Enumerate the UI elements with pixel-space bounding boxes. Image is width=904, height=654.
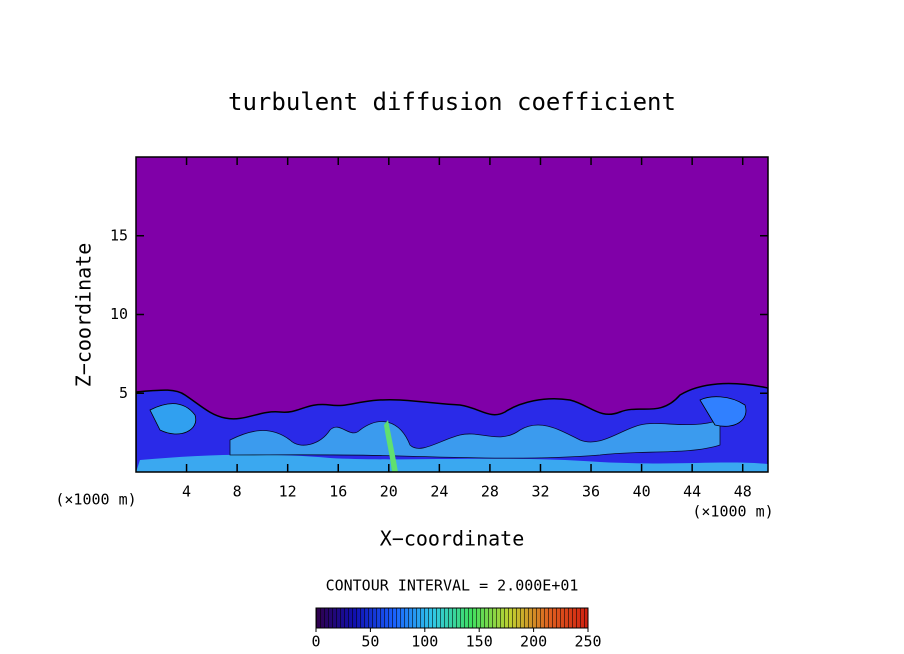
colorbar-tick-label: 100 bbox=[411, 633, 438, 651]
chart-title: turbulent diffusion coefficient bbox=[228, 88, 676, 116]
x-tick-label: 16 bbox=[329, 483, 347, 501]
colorbar-tick-label: 250 bbox=[574, 633, 601, 651]
colorbar-tick-label: 200 bbox=[520, 633, 547, 651]
y-tick-label: 15 bbox=[110, 226, 128, 244]
turbulent-layer bbox=[136, 382, 768, 472]
x-tick-label: 44 bbox=[683, 483, 701, 501]
y-tick-label: 5 bbox=[119, 384, 128, 402]
x-tick-label: 48 bbox=[734, 483, 752, 501]
x-tick-label: 20 bbox=[380, 483, 398, 501]
colorbar-tick-label: 0 bbox=[311, 633, 320, 651]
colorbar-frame bbox=[315, 607, 589, 629]
x-tick-label: 24 bbox=[430, 483, 448, 501]
x-axis-label: X−coordinate bbox=[380, 527, 525, 551]
x-tick-label: 32 bbox=[531, 483, 549, 501]
y-axis-label: Z−coordinate bbox=[72, 243, 96, 388]
x-tick-label: 12 bbox=[279, 483, 297, 501]
x-tick-label: 8 bbox=[233, 483, 242, 501]
x-tick-label: 28 bbox=[481, 483, 499, 501]
contour-interval: CONTOUR INTERVAL = 2.000E+01 bbox=[326, 577, 579, 595]
x-tick-label: 40 bbox=[633, 483, 651, 501]
colorbar-tick-label: 50 bbox=[361, 633, 379, 651]
x-tick-label: 4 bbox=[182, 483, 191, 501]
x-unit-label: (×1000 m) bbox=[692, 503, 773, 521]
y-tick-label: 10 bbox=[110, 305, 128, 323]
y-unit-label: (×1000 m) bbox=[55, 491, 136, 509]
x-tick-label: 36 bbox=[582, 483, 600, 501]
colorbar-tick-label: 150 bbox=[466, 633, 493, 651]
